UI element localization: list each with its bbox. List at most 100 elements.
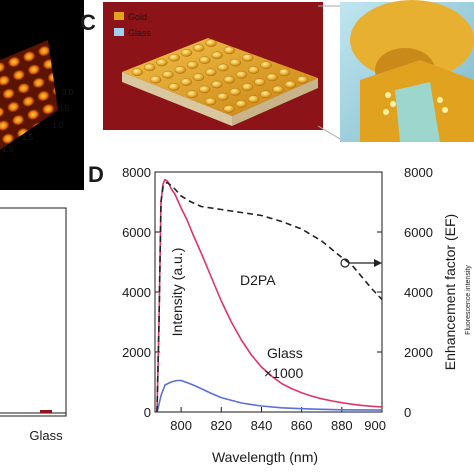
series-glass-line — [156, 379, 383, 413]
nanodome — [205, 39, 217, 47]
nanodome — [284, 80, 297, 89]
y-axis-label: Intensity (a.u.) — [169, 248, 185, 337]
panel-d-letter: D — [88, 162, 104, 187]
nanodome — [192, 44, 205, 52]
nanodome — [297, 76, 309, 84]
nanodome — [211, 80, 223, 89]
nanodome — [174, 66, 186, 74]
y2-axis-ticks: 0 2000 4000 6000 8000 — [377, 165, 433, 420]
y-tick-label: 4000 — [122, 285, 151, 300]
afm-tick-2: 1.0 — [52, 121, 64, 130]
x-tick-label: 860 — [291, 418, 313, 433]
nanodome — [217, 92, 229, 101]
zoom-connector-bottom — [317, 125, 343, 141]
left-chart-frame — [0, 207, 67, 417]
legend-gold-label: Gold — [128, 12, 147, 22]
nanodome — [180, 49, 193, 57]
nanodome — [211, 51, 223, 60]
nanodome — [168, 83, 180, 91]
y2-tick-label: 0 — [404, 405, 411, 420]
nanodome — [254, 78, 266, 86]
zoom-particle-1 — [385, 92, 391, 98]
nanodome — [205, 68, 217, 77]
nanodome — [266, 73, 278, 82]
annotation-glass: Glass — [267, 345, 303, 361]
legend-gold-swatch — [114, 12, 124, 20]
series-group — [156, 178, 383, 413]
x-axis-label: Wavelength (nm) — [212, 449, 318, 465]
afm-tick-3: 1.5 — [22, 133, 34, 142]
annotation-d2pa: D2PA — [240, 272, 276, 288]
nanodome — [186, 61, 199, 69]
nanodome — [156, 58, 168, 67]
nanodome — [192, 73, 205, 81]
nanodome — [272, 85, 284, 94]
nanodome — [199, 56, 211, 64]
nanodome — [149, 75, 162, 84]
nanodome — [223, 75, 235, 84]
zoom-panel — [340, 0, 474, 142]
y2-tick-label: 8000 — [404, 165, 433, 180]
y-tick-label: 2000 — [122, 345, 151, 360]
x-tick-label: 840 — [251, 418, 273, 433]
nanodome — [143, 63, 156, 72]
panel-c-letter: C — [80, 10, 96, 35]
x-tick-label: 800 — [170, 418, 192, 433]
panel-d: D 0 2000 4000 6000 8000 0 2000 4000 6000 8000 80… — [88, 162, 472, 465]
y2-axis-label-secondary: Fluorescence intensity — [465, 265, 472, 335]
x-tick-label: 820 — [210, 418, 232, 433]
panel-c: Gold Glass C — [80, 2, 343, 141]
y2-tick-label: 4000 — [404, 285, 433, 300]
y-tick-label: 6000 — [122, 225, 151, 240]
left-chart-fragment: Glass — [0, 207, 67, 443]
y-axis-ticks: 0 2000 4000 6000 8000 — [122, 165, 160, 420]
afm-surface — [0, 40, 58, 150]
nanodome — [223, 105, 235, 113]
nanodome-array — [131, 39, 309, 113]
zoom-particle-2 — [390, 101, 396, 107]
legend-glass-label: Glass — [128, 28, 152, 38]
series-d2pa-line — [156, 178, 383, 413]
nanodome — [223, 46, 236, 55]
afm-tick-0: 0.0 — [62, 88, 74, 97]
series-ef-line — [156, 181, 383, 413]
zoom-particle-4 — [437, 97, 443, 103]
nanodome — [247, 66, 260, 74]
glass-bar — [40, 410, 52, 413]
nanodome — [131, 68, 144, 76]
nanodome — [229, 88, 241, 96]
zoom-particle-3 — [383, 109, 389, 115]
x-tick-label: 900 — [364, 418, 386, 433]
nanodome — [204, 97, 217, 106]
nanodome — [241, 83, 254, 91]
y2-tick-label: 2000 — [404, 345, 433, 360]
nanodome — [180, 78, 193, 86]
y2-axis-label: Enhancement factor (EF) — [442, 214, 458, 370]
nanodome — [260, 61, 272, 69]
afm-panel: 0.0 0.5 1.0 1.5 1.5 — [0, 0, 84, 190]
afm-tick-4: 1.5 — [2, 145, 14, 154]
zoom-particle-5 — [442, 107, 448, 113]
zoom-pillar — [395, 82, 440, 142]
ef-marker-arrow-head — [374, 259, 382, 267]
nanodome — [235, 100, 248, 108]
x-tick-label: 880 — [331, 418, 353, 433]
nanodome — [247, 95, 260, 103]
nanodome — [229, 58, 242, 67]
nanodome — [198, 85, 211, 94]
annotation-x1000: ×1000 — [264, 365, 304, 381]
nanodome — [186, 90, 199, 98]
nanodome — [217, 63, 229, 72]
slab-front — [122, 72, 232, 126]
nanodome — [235, 71, 248, 79]
legend-glass-swatch — [114, 28, 124, 36]
slab-right — [232, 78, 318, 126]
y-tick-label: 0 — [144, 405, 151, 420]
nanodome — [278, 68, 291, 77]
nanodome — [168, 53, 180, 62]
afm-tick-1: 0.5 — [58, 104, 70, 113]
y2-tick-label: 6000 — [404, 225, 433, 240]
nanodome — [162, 70, 174, 79]
x-axis-ticks: 800 820 840 860 880 900 — [170, 407, 386, 433]
